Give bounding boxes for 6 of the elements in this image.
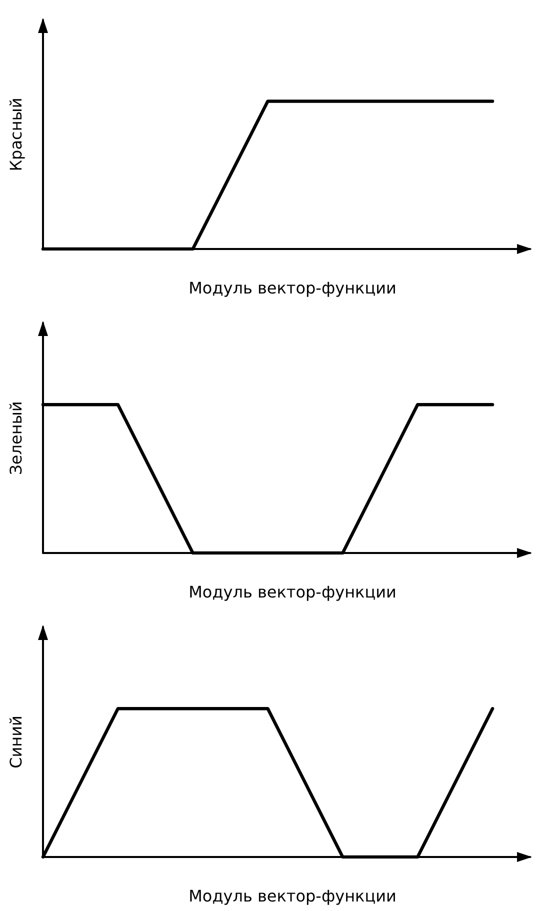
y-axis-title: Зеленый bbox=[6, 401, 26, 475]
x-axis-title: Модуль вектор-функции bbox=[188, 582, 396, 602]
x-axis-title: Модуль вектор-функции bbox=[188, 886, 396, 906]
x-axis-title: Модуль вектор-функции bbox=[188, 278, 396, 298]
y-axis-title: Красный bbox=[6, 98, 26, 172]
y-axis-title: Синий bbox=[6, 716, 26, 768]
